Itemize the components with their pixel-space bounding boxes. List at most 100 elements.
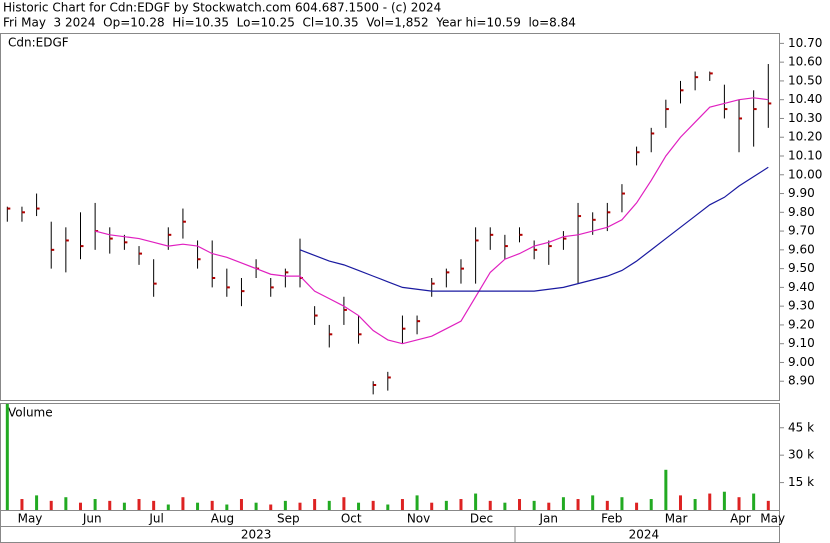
volume-bar bbox=[298, 502, 302, 510]
x-tick-label: Jun bbox=[82, 512, 102, 526]
y-tick-label: 9.60 bbox=[788, 242, 815, 256]
y-tick-label: 9.40 bbox=[788, 280, 815, 294]
x-tick-label: Sep bbox=[277, 512, 300, 526]
volume-bar bbox=[137, 499, 141, 510]
volume-bar bbox=[693, 499, 697, 510]
volume-bar bbox=[678, 495, 682, 510]
header-line: Fri May 3 2024 Op=10.28 Hi=10.35 Lo=10.2… bbox=[3, 16, 576, 30]
volume-bar bbox=[210, 500, 214, 510]
volume-bar bbox=[122, 502, 126, 510]
volume-bar bbox=[547, 502, 551, 510]
y-tick-label: 9.90 bbox=[788, 186, 815, 200]
volume-bar bbox=[93, 499, 97, 510]
x-tick-label: Apr bbox=[730, 512, 751, 526]
volume-bar bbox=[371, 500, 375, 510]
volume-bar bbox=[444, 500, 448, 510]
volume-bar bbox=[254, 502, 258, 510]
y-tick-label: 9.10 bbox=[788, 336, 815, 350]
x-tick-label: Feb bbox=[601, 512, 622, 526]
y-tick-label: 10.10 bbox=[788, 149, 822, 163]
year-label: 2023 bbox=[241, 528, 272, 542]
y-tick-label: 10.60 bbox=[788, 55, 822, 69]
y-tick-label: 9.30 bbox=[788, 299, 815, 313]
volume-bar bbox=[591, 495, 595, 510]
x-tick-label: Dec bbox=[470, 512, 493, 526]
y-tick-label: 10.50 bbox=[788, 73, 822, 87]
volume-bar bbox=[108, 500, 112, 510]
x-tick-label: Nov bbox=[407, 512, 430, 526]
volume-bar bbox=[181, 497, 185, 510]
volume-bar bbox=[269, 504, 273, 510]
volume-bar bbox=[708, 493, 712, 510]
volume-bar bbox=[313, 499, 317, 510]
volume-bar bbox=[474, 493, 478, 510]
year-label: 2024 bbox=[629, 528, 660, 542]
volume-bar bbox=[766, 500, 770, 510]
volume-bar bbox=[152, 500, 156, 510]
volume-bar bbox=[415, 495, 419, 510]
volume-bar bbox=[35, 495, 39, 510]
volume-bar bbox=[737, 497, 741, 510]
volume-bar bbox=[64, 497, 68, 510]
volume-bar bbox=[752, 493, 756, 510]
x-tick-label: Jul bbox=[148, 512, 163, 526]
price-label: Cdn:EDGF bbox=[8, 36, 69, 50]
price-panel bbox=[0, 33, 780, 401]
volume-bar bbox=[605, 500, 609, 510]
x-tick-label: Aug bbox=[211, 512, 234, 526]
y-tick-label: 10.70 bbox=[788, 36, 822, 50]
x-tick-label: Oct bbox=[341, 512, 362, 526]
x-tick-label: Mar bbox=[665, 512, 688, 526]
volume-bar bbox=[430, 502, 434, 510]
volume-bar bbox=[664, 469, 668, 510]
volume-bar bbox=[78, 502, 82, 510]
volume-bar bbox=[196, 502, 200, 510]
x-tick-label: Jan bbox=[539, 512, 559, 526]
moving-average bbox=[299, 166, 769, 292]
y-tick-label: 9.50 bbox=[788, 261, 815, 275]
volume-bar bbox=[166, 504, 170, 510]
volume-bar bbox=[459, 499, 463, 510]
y-tick-label: 8.90 bbox=[788, 374, 815, 388]
y-tick-label: 10.30 bbox=[788, 111, 822, 125]
volume-bar bbox=[620, 497, 624, 510]
x-tick-label: May bbox=[760, 512, 785, 526]
y-tick-label: 10.00 bbox=[788, 167, 822, 181]
y-tick-label: 9.20 bbox=[788, 317, 815, 331]
y-tick-label: 10.20 bbox=[788, 130, 822, 144]
volume-bar bbox=[518, 499, 522, 510]
volume-bar bbox=[503, 502, 507, 510]
y-tick-label: 30 k bbox=[788, 448, 814, 462]
y-tick-label: 45 k bbox=[788, 420, 814, 434]
header-line: Historic Chart for Cdn:EDGF by Stockwatc… bbox=[3, 1, 441, 15]
volume-bar bbox=[722, 491, 726, 510]
moving-average bbox=[94, 97, 769, 345]
x-tick-label: May bbox=[18, 512, 43, 526]
volume-bar bbox=[576, 499, 580, 510]
volume-bar bbox=[239, 499, 243, 510]
volume-bar bbox=[20, 499, 24, 510]
volume-bar bbox=[5, 404, 9, 510]
volume-bar bbox=[357, 502, 361, 510]
volume-bar bbox=[488, 500, 492, 510]
volume-bar bbox=[283, 500, 287, 510]
volume-bar bbox=[635, 502, 639, 510]
volume-bar bbox=[532, 500, 536, 510]
y-tick-label: 9.00 bbox=[788, 355, 815, 369]
volume-bar bbox=[327, 500, 331, 510]
volume-bar bbox=[386, 504, 390, 510]
volume-label: Volume bbox=[8, 406, 53, 420]
volume-bar bbox=[400, 499, 404, 510]
y-tick-label: 10.40 bbox=[788, 92, 822, 106]
volume-bar bbox=[561, 497, 565, 510]
y-tick-label: 15 k bbox=[788, 475, 814, 489]
volume-bar bbox=[225, 504, 229, 510]
volume-bar bbox=[649, 499, 653, 510]
y-tick-label: 9.70 bbox=[788, 224, 815, 238]
volume-bar bbox=[49, 500, 53, 510]
y-tick-label: 9.80 bbox=[788, 205, 815, 219]
volume-bar bbox=[342, 497, 346, 510]
